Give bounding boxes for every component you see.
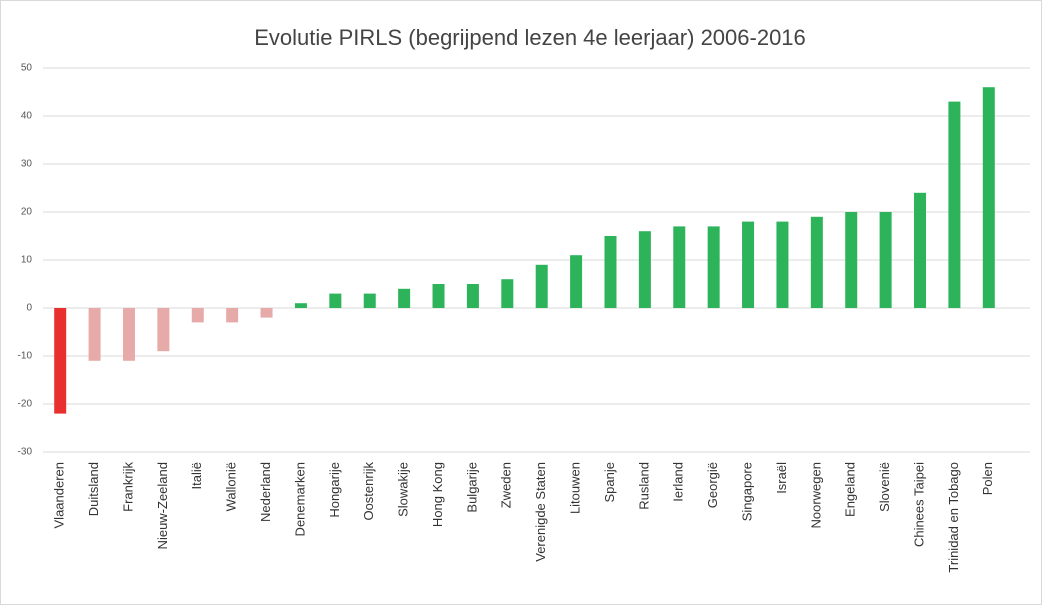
x-tick-label: Bulgarije bbox=[464, 462, 479, 513]
bar bbox=[398, 288, 411, 308]
bar bbox=[294, 303, 307, 308]
x-tick-label: Verenigde Staten bbox=[533, 462, 548, 562]
bar bbox=[535, 264, 548, 308]
x-tick-label: Trinidad en Tobago bbox=[946, 462, 961, 573]
y-tick-label: 30 bbox=[21, 159, 33, 170]
x-tick-label: Oostenrijk bbox=[361, 462, 376, 521]
bar bbox=[329, 293, 342, 308]
bar bbox=[845, 212, 858, 308]
x-tick-label: Chinees Taipei bbox=[911, 462, 926, 547]
bar bbox=[776, 221, 789, 308]
y-tick-label: 40 bbox=[21, 111, 33, 122]
bar bbox=[948, 101, 961, 308]
x-tick-label: Engeland bbox=[843, 462, 858, 517]
x-tick-label: Georgië bbox=[705, 462, 720, 508]
bar bbox=[707, 226, 720, 308]
x-tick-label: Zweden bbox=[499, 462, 514, 508]
bar bbox=[226, 308, 239, 323]
bar bbox=[982, 87, 995, 308]
bar bbox=[742, 221, 755, 308]
x-tick-label: Frankrijk bbox=[120, 462, 135, 512]
bar bbox=[88, 308, 101, 361]
x-tick-label: Duitsland bbox=[86, 462, 101, 516]
bar bbox=[501, 279, 514, 308]
bar bbox=[810, 216, 823, 308]
bar bbox=[363, 293, 376, 308]
x-tick-label: Hongarije bbox=[327, 462, 342, 518]
x-tick-label: Italië bbox=[189, 462, 204, 489]
bar bbox=[122, 308, 135, 361]
y-tick-label: -10 bbox=[18, 351, 33, 362]
bar bbox=[54, 308, 67, 414]
x-tick-label: Polen bbox=[980, 462, 995, 495]
bar bbox=[879, 212, 892, 308]
y-tick-label: 20 bbox=[21, 207, 33, 218]
bar bbox=[638, 231, 651, 308]
x-tick-label: Israël bbox=[774, 462, 789, 494]
bar bbox=[466, 284, 479, 308]
bar bbox=[432, 284, 445, 308]
y-tick-label: -30 bbox=[18, 447, 33, 458]
y-tick-label: 50 bbox=[21, 63, 33, 74]
x-tick-label: Wallonië bbox=[224, 462, 239, 511]
x-tick-label: Rusland bbox=[636, 462, 651, 510]
bar bbox=[604, 236, 617, 308]
bar bbox=[260, 308, 273, 318]
x-tick-label: Slovenië bbox=[877, 462, 892, 512]
bar bbox=[914, 192, 927, 308]
chart-title: Evolutie PIRLS (begrijpend lezen 4e leer… bbox=[254, 25, 806, 50]
bar bbox=[157, 308, 170, 352]
x-tick-label: Nederland bbox=[258, 462, 273, 522]
x-tick-label: Denemarken bbox=[292, 462, 307, 536]
x-tick-label: Slowakije bbox=[396, 462, 411, 517]
x-tick-label: Hong Kong bbox=[430, 462, 445, 527]
x-tick-label: Spanje bbox=[602, 462, 617, 502]
bar bbox=[570, 255, 583, 308]
x-tick-label: Nieuw-Zeeland bbox=[155, 462, 170, 549]
x-tick-label: Litouwen bbox=[568, 462, 583, 514]
y-tick-label: 0 bbox=[26, 303, 32, 314]
x-tick-label: Noorwegen bbox=[808, 462, 823, 529]
bar bbox=[191, 308, 204, 323]
x-tick-label: Ierland bbox=[671, 462, 686, 502]
x-tick-label: Vlaanderen bbox=[52, 462, 67, 529]
x-tick-label: Singapore bbox=[739, 462, 754, 521]
y-tick-label: -20 bbox=[18, 399, 33, 410]
y-tick-label: 10 bbox=[21, 255, 33, 266]
bar bbox=[673, 226, 686, 308]
